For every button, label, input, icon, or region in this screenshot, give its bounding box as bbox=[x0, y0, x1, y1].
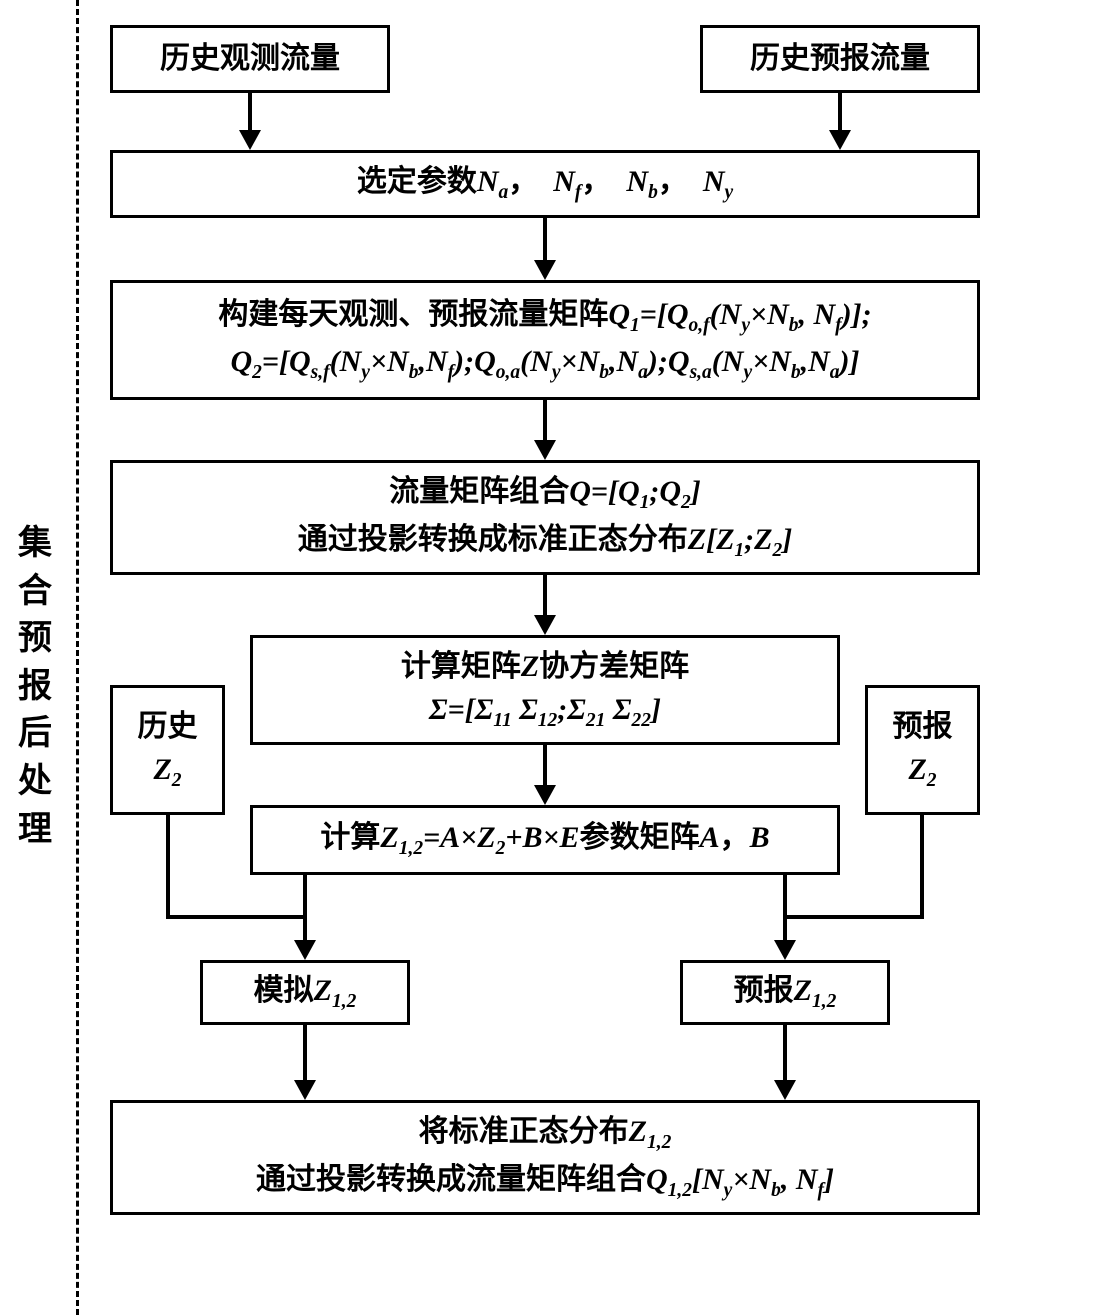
side-char: 后 bbox=[15, 710, 55, 758]
arrow bbox=[543, 218, 547, 263]
node-prefix: 通过投影转换成标准正态分布 bbox=[298, 523, 688, 556]
side-char: 处 bbox=[15, 758, 55, 806]
arrow-head-icon bbox=[534, 785, 556, 805]
node-history-observed: 历史观测流量 bbox=[110, 25, 390, 93]
node-prefix: 选定参数 bbox=[357, 165, 477, 198]
node-simulate-z12: 模拟Z1,2 bbox=[200, 960, 410, 1025]
side-char: 报 bbox=[15, 663, 55, 711]
arrow-head-icon bbox=[239, 130, 261, 150]
node-forecast-z2: 预报 Z2 bbox=[865, 685, 980, 815]
node-prefix: 通过投影转换成流量矩阵组合 bbox=[256, 1163, 646, 1196]
node-prefix: 流量矩阵组合 bbox=[389, 475, 569, 508]
arrow bbox=[543, 575, 547, 618]
arrow-head-icon bbox=[294, 940, 316, 960]
side-char: 合 bbox=[15, 568, 55, 616]
arrow-head-icon bbox=[294, 1080, 316, 1100]
node-prefix: 模拟 bbox=[254, 974, 314, 1007]
side-char: 集 bbox=[15, 520, 55, 568]
arrow-head-icon bbox=[534, 260, 556, 280]
node-suffix: 参数矩阵 bbox=[580, 821, 700, 854]
node-history-z2: 历史 Z2 bbox=[110, 685, 225, 815]
arrow bbox=[303, 875, 307, 915]
node-project-back: 将标准正态分布Z1,2 通过投影转换成流量矩阵组合Q1,2[Ny×Nb, Nf] bbox=[110, 1100, 980, 1215]
arrow bbox=[783, 1025, 787, 1083]
node-compute-ab: 计算Z1,2=A×Z2+B×E参数矩阵A，B bbox=[250, 805, 840, 875]
arrow bbox=[543, 745, 547, 788]
node-label: 预报 bbox=[893, 705, 953, 749]
node-covariance: 计算矩阵Z协方差矩阵 Σ=[Σ11 Σ12;Σ21 Σ22] bbox=[250, 635, 840, 745]
node-history-forecast: 历史预报流量 bbox=[700, 25, 980, 93]
arrow-head-icon bbox=[829, 130, 851, 150]
arrow bbox=[783, 915, 787, 943]
section-divider-dashed bbox=[76, 0, 79, 1315]
node-label: 历史预报流量 bbox=[750, 37, 930, 81]
arrow bbox=[783, 915, 924, 919]
side-label: 集 合 预 报 后 处 理 bbox=[15, 520, 55, 853]
node-prefix: 将标准正态分布 bbox=[419, 1115, 629, 1148]
arrow-head-icon bbox=[534, 615, 556, 635]
arrow bbox=[783, 875, 787, 915]
arrow bbox=[248, 93, 252, 133]
node-prefix: 预报 bbox=[734, 974, 794, 1007]
arrow bbox=[838, 93, 842, 133]
side-char: 预 bbox=[15, 615, 55, 663]
arrow-head-icon bbox=[534, 440, 556, 460]
node-label: 历史 bbox=[138, 705, 198, 749]
node-prefix: 计算 bbox=[320, 821, 380, 854]
node-select-params: 选定参数Na， Nf， Nb， Ny bbox=[110, 150, 980, 218]
arrow bbox=[166, 915, 307, 919]
arrow bbox=[303, 915, 307, 943]
node-label: 历史观测流量 bbox=[160, 37, 340, 81]
node-combine-project: 流量矩阵组合Q=[Q1;Q2] 通过投影转换成标准正态分布Z[Z1;Z2] bbox=[110, 460, 980, 575]
node-prefix: 构建每天观测、预报流量矩阵 bbox=[218, 298, 608, 331]
arrow-head-icon bbox=[774, 940, 796, 960]
node-forecast-z12: 预报Z1,2 bbox=[680, 960, 890, 1025]
side-char: 理 bbox=[15, 806, 55, 854]
arrow bbox=[303, 1025, 307, 1083]
arrow bbox=[166, 815, 170, 915]
arrow-head-icon bbox=[774, 1080, 796, 1100]
arrow bbox=[543, 400, 547, 443]
arrow bbox=[920, 815, 924, 915]
node-build-matrices: 构建每天观测、预报流量矩阵Q1=[Qo,f(Ny×Nb, Nf)]; Q2=[Q… bbox=[110, 280, 980, 400]
